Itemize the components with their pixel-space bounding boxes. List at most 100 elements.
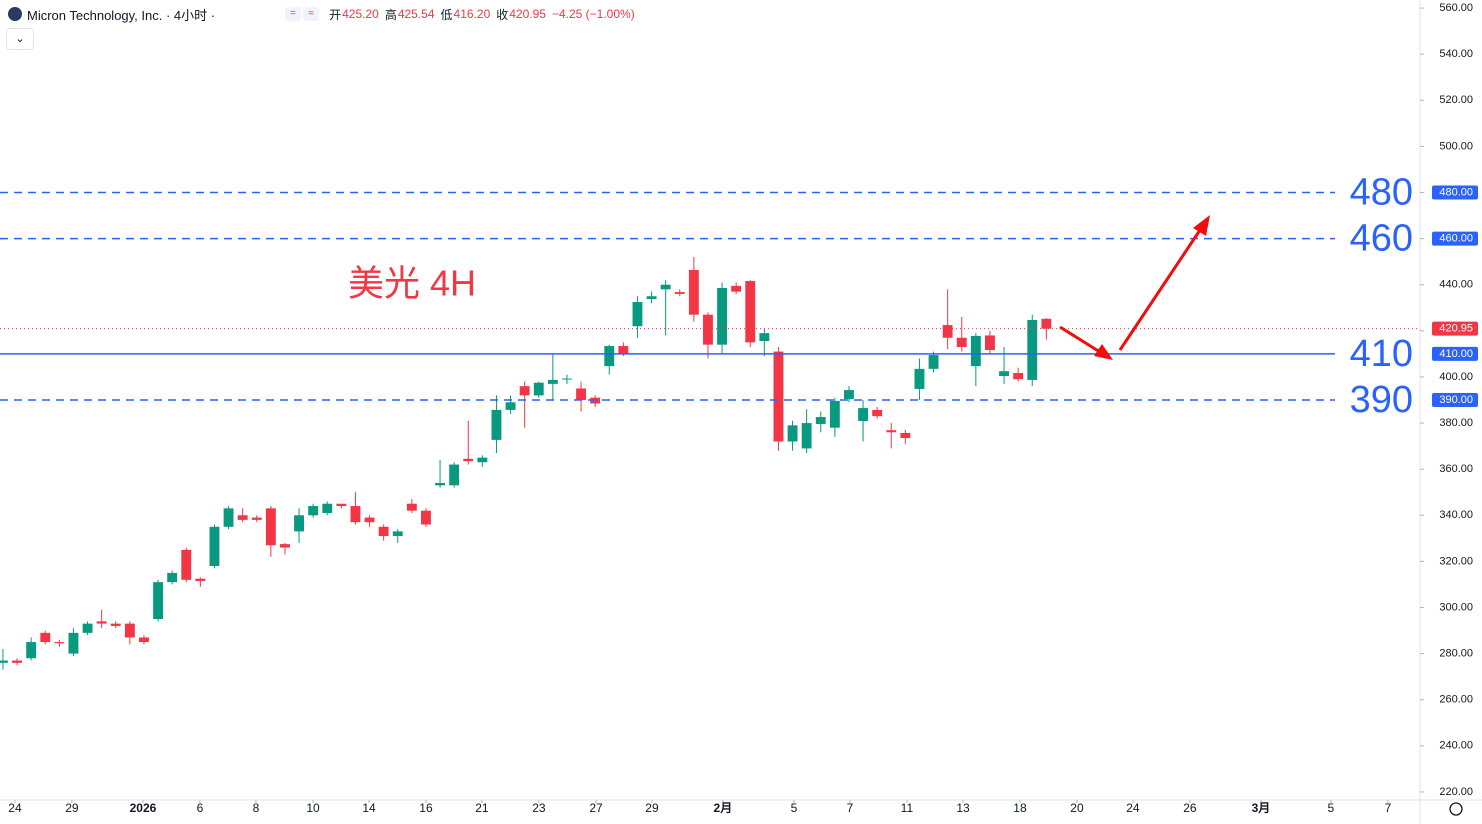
candle-body xyxy=(40,632,51,643)
x-tick-label: 21 xyxy=(475,801,489,815)
x-tick-label: 13 xyxy=(956,801,970,815)
last-price-label: 420.95 xyxy=(1439,323,1473,335)
ohlc-value: 420.95 xyxy=(509,7,546,21)
button[interactable]: = xyxy=(285,7,302,21)
x-tick-label: 7 xyxy=(847,801,854,815)
axis-price-label: 390.00 xyxy=(1439,394,1473,406)
candle-body xyxy=(110,623,121,626)
change-value: −4.25 (−1.00%) xyxy=(551,7,635,21)
candle-body xyxy=(801,423,812,449)
level-label: 460 xyxy=(1350,218,1413,260)
symbol-logo xyxy=(8,7,22,21)
y-tick-label: 260.00 xyxy=(1439,694,1473,706)
candle-body xyxy=(815,417,826,424)
x-tick-label: 18 xyxy=(1013,801,1027,815)
candle-body xyxy=(773,351,784,442)
y-tick-label: 340.00 xyxy=(1439,509,1473,521)
candle-body xyxy=(562,378,572,380)
candle-body xyxy=(491,409,502,440)
annotation: 美光 4H xyxy=(348,263,476,304)
candle-body xyxy=(0,660,8,663)
candle-body xyxy=(886,430,897,433)
candle-body xyxy=(999,371,1009,377)
settings-icon[interactable] xyxy=(1449,802,1463,816)
arrow-line xyxy=(1059,325,1101,354)
axis-price-box xyxy=(1432,346,1478,361)
x-tick-label: 2月 xyxy=(714,801,733,815)
level-label: 410 xyxy=(1350,333,1413,375)
candle-body xyxy=(731,285,742,292)
collapse-button[interactable]: ⌄ xyxy=(6,28,34,50)
candle-body xyxy=(463,458,474,462)
candle-body xyxy=(265,508,276,546)
candle-body xyxy=(195,578,206,581)
x-tick-label: 11 xyxy=(901,801,914,815)
candle-body xyxy=(900,432,911,439)
ohlc-value: 425.20 xyxy=(342,7,379,21)
axis-price-box xyxy=(1432,231,1478,246)
candle-body xyxy=(124,623,135,638)
y-tick-label: 240.00 xyxy=(1439,740,1473,752)
y-tick-label: 520.00 xyxy=(1439,94,1473,106)
candle-body xyxy=(660,284,671,290)
ohlc-value: 425.54 xyxy=(397,7,435,21)
candle-body xyxy=(12,660,22,663)
candle-body xyxy=(970,335,981,367)
candle-body xyxy=(519,386,530,396)
button[interactable]: ≈ xyxy=(303,7,320,21)
header-buttons: = ≈ xyxy=(285,7,321,21)
candle-body xyxy=(829,400,840,428)
candle-body xyxy=(1041,318,1052,329)
x-tick-label: 24 xyxy=(8,801,22,815)
candle-body xyxy=(759,333,770,341)
x-tick-label: 27 xyxy=(589,801,603,815)
x-tick-label: 20 xyxy=(1070,801,1084,815)
candle-body xyxy=(406,503,417,511)
y-tick-label: 220.00 xyxy=(1439,786,1473,798)
x-tick-label: 3月 xyxy=(1252,801,1271,815)
candle-body xyxy=(223,508,234,527)
candle-body xyxy=(364,517,375,523)
candle-body xyxy=(237,515,248,520)
symbol-title: Micron Technology, Inc. · 4小时 · xyxy=(27,7,216,23)
y-tick-label: 400.00 xyxy=(1439,371,1473,383)
x-tick-label: 14 xyxy=(362,801,376,815)
level-label: 480 xyxy=(1350,172,1413,214)
y-tick-label: 380.00 xyxy=(1439,417,1473,429)
candle-body xyxy=(167,572,178,583)
axis-price-box xyxy=(1432,393,1478,407)
candle-body xyxy=(604,346,615,367)
candle-body xyxy=(844,390,854,400)
y-tick-label: 560.00 xyxy=(1439,2,1473,14)
candle-body xyxy=(54,642,65,644)
x-tick-label: 29 xyxy=(645,801,659,815)
candle-body xyxy=(956,337,967,347)
x-tick-label: 23 xyxy=(532,801,546,815)
candle-body xyxy=(1027,320,1038,380)
x-tick-label: 16 xyxy=(419,801,433,815)
x-tick-label: 5 xyxy=(1328,801,1335,815)
candle-body xyxy=(181,549,192,580)
candle-body xyxy=(251,517,262,520)
y-tick-label: 440.00 xyxy=(1439,279,1473,291)
candle-body xyxy=(68,632,79,654)
candle-body xyxy=(153,582,163,620)
candle-body xyxy=(26,642,37,659)
ohlc-label: 高 xyxy=(384,7,397,22)
x-tick-label: 29 xyxy=(65,801,79,815)
x-tick-label: 7 xyxy=(1385,801,1392,815)
candle-body xyxy=(533,382,544,396)
candle-body xyxy=(914,368,925,389)
level-label: 390 xyxy=(1350,379,1413,421)
candle-body xyxy=(280,544,290,548)
candle-body xyxy=(477,457,488,463)
arrow-head xyxy=(1094,344,1113,360)
candle-body xyxy=(618,346,629,354)
candle-body xyxy=(632,302,643,327)
candle-body xyxy=(703,314,713,345)
y-tick-label: 500.00 xyxy=(1439,140,1473,152)
candle-body xyxy=(674,292,685,294)
candle-body xyxy=(745,281,756,343)
ohlc-label: 低 xyxy=(440,7,453,22)
